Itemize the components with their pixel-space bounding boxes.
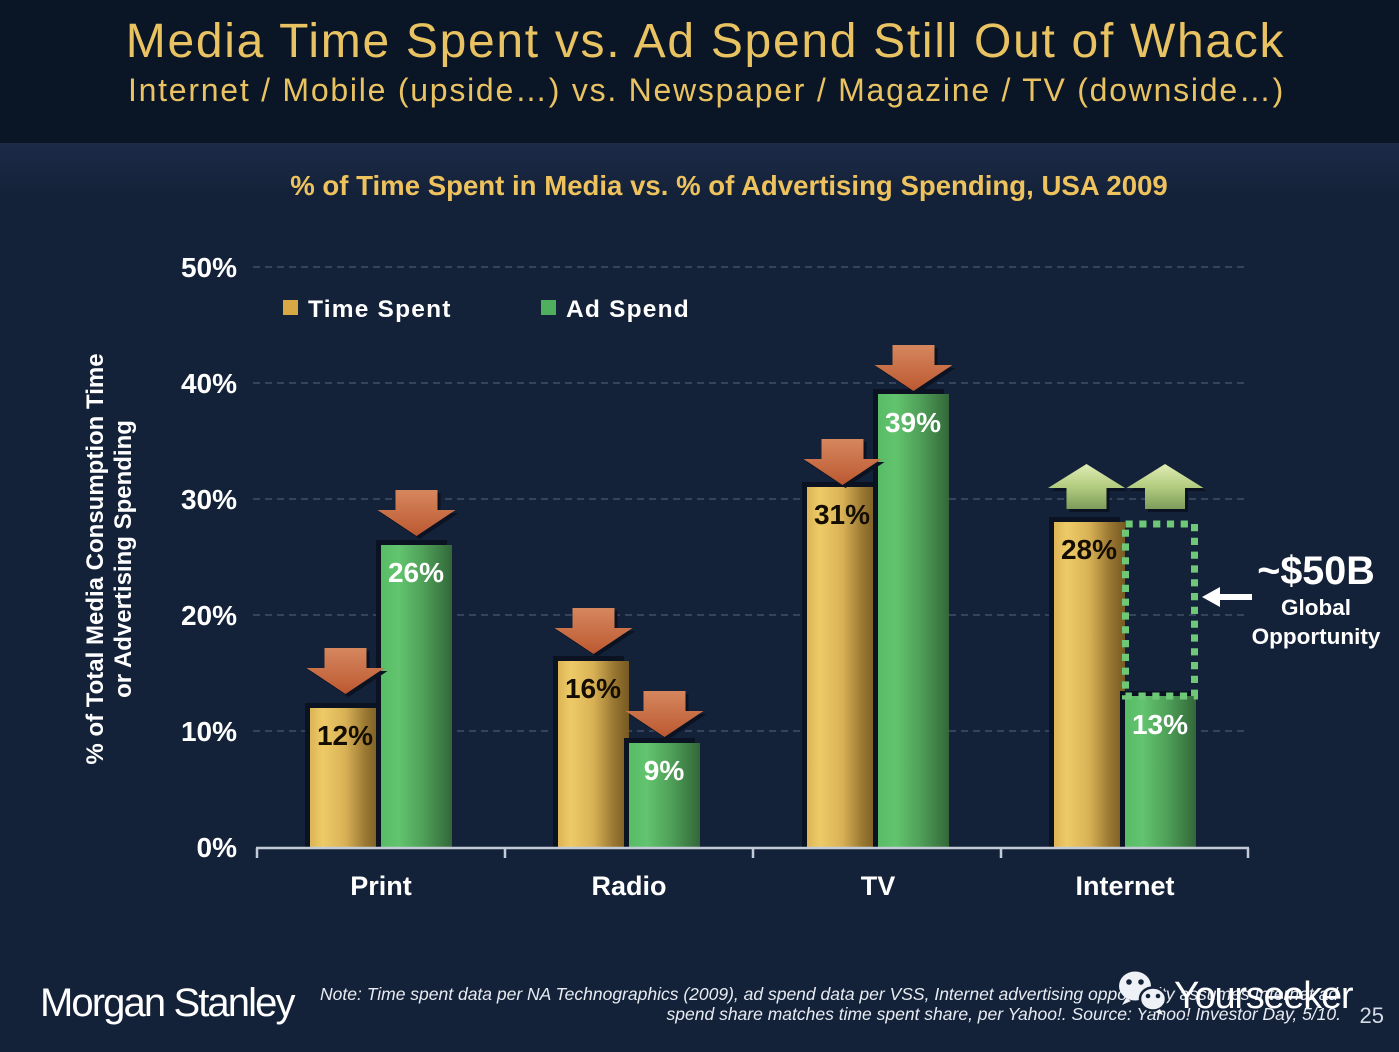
svg-text:Global: Global	[1281, 595, 1351, 620]
svg-text:Print: Print	[350, 871, 412, 901]
svg-text:Time Spent: Time Spent	[308, 296, 452, 323]
svg-text:% of Total Media Consumption T: % of Total Media Consumption Time	[82, 353, 109, 764]
svg-text:or Advertising Spending: or Advertising Spending	[110, 420, 137, 698]
svg-text:13%: 13%	[1132, 709, 1188, 740]
svg-text:TV: TV	[861, 871, 896, 901]
svg-text:40%: 40%	[181, 368, 237, 399]
svg-text:Morgan Stanley: Morgan Stanley	[40, 981, 295, 1025]
svg-text:25: 25	[1360, 1003, 1384, 1028]
svg-text:31%: 31%	[814, 499, 870, 530]
svg-text:12%: 12%	[317, 720, 373, 751]
svg-text:30%: 30%	[181, 484, 237, 515]
svg-text:Opportunity: Opportunity	[1252, 624, 1381, 649]
svg-text:26%: 26%	[388, 557, 444, 588]
svg-text:0%: 0%	[197, 832, 238, 863]
svg-text:spend share matches time spent: spend share matches time spent share, pe…	[667, 1004, 1341, 1024]
svg-text:10%: 10%	[181, 716, 237, 747]
svg-text:16%: 16%	[565, 673, 621, 704]
svg-text:Radio: Radio	[591, 871, 666, 901]
svg-text:Ad Spend: Ad Spend	[566, 296, 690, 323]
svg-text:Internet: Internet	[1075, 871, 1174, 901]
svg-text:~$50B: ~$50B	[1257, 549, 1375, 593]
svg-text:50%: 50%	[181, 252, 237, 283]
svg-text:Note: Time spent data per NA T: Note: Time spent data per NA Technograph…	[320, 984, 1339, 1004]
svg-text:39%: 39%	[885, 407, 941, 438]
svg-text:% of Time Spent in Media vs. %: % of Time Spent in Media vs. % of Advert…	[290, 170, 1168, 201]
svg-text:Yourseeker: Yourseeker	[1174, 975, 1354, 1017]
svg-text:20%: 20%	[181, 600, 237, 631]
svg-text:9%: 9%	[644, 755, 685, 786]
svg-text:28%: 28%	[1061, 534, 1117, 565]
